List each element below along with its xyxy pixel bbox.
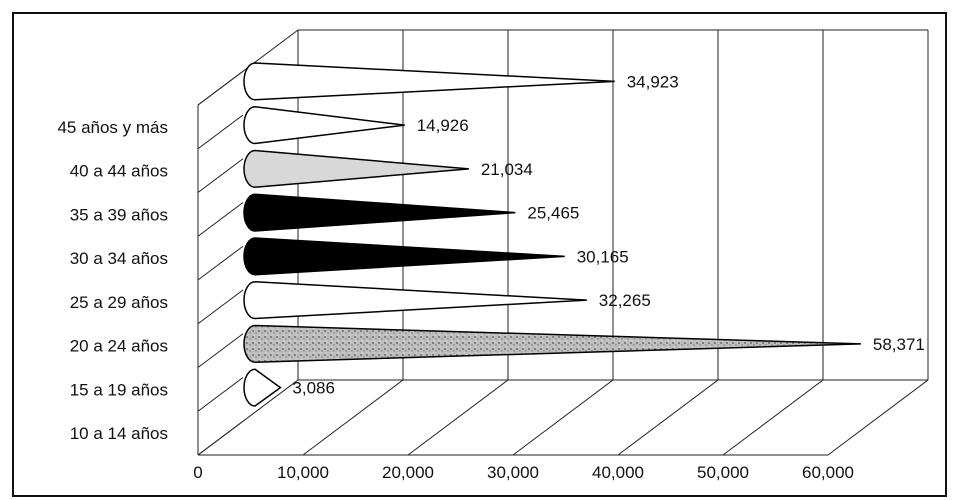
bar-10-a-14-anos — [243, 368, 282, 407]
labels: 0 10,000 20,000 30,000 40,000 50,000 60,000 10 … — [57, 72, 924, 482]
depth-gridline — [617, 379, 719, 456]
bars — [243, 62, 861, 407]
side-diagonal — [197, 245, 244, 281]
data-label-25-a-29-anos: 30,165 — [577, 247, 629, 266]
x-tick-label: 50,000 — [697, 463, 749, 482]
depth-gridline — [722, 379, 824, 456]
category-label-35-a-39-anos: 35 a 39 años — [70, 205, 168, 224]
category-label-15-a-19-anos: 15 a 19 años — [70, 380, 168, 399]
bar-20-a-24-anos — [243, 280, 587, 320]
bar-25-a-29-anos — [243, 237, 565, 276]
bar-15-a-19-anos — [243, 324, 861, 364]
x-tick-label: 20,000 — [382, 463, 434, 482]
grid — [197, 29, 929, 456]
x-tick-label: 10,000 — [277, 463, 329, 482]
x-tick-label: 40,000 — [592, 463, 644, 482]
data-label-40-a-44-anos: 14,926 — [417, 116, 469, 135]
x-tick-label: 60,000 — [802, 463, 854, 482]
data-label-15-a-19-anos: 58,371 — [873, 335, 925, 354]
category-label-45-anos-y-mas: 45 años y más — [57, 118, 168, 137]
side-diagonal — [197, 70, 244, 106]
bar-35-a-39-anos — [243, 149, 469, 189]
data-label-10-a-14-anos: 3,086 — [292, 379, 335, 398]
side-diagonal — [197, 289, 244, 325]
x-tick-label: 0 — [193, 463, 202, 482]
category-label-40-a-44-anos: 40 a 44 años — [70, 162, 168, 181]
side-diagonal — [197, 333, 244, 368]
bar-45-anos-y-mas — [243, 62, 615, 101]
data-label-20-a-24-anos: 32,265 — [599, 291, 651, 310]
side-diagonal — [197, 420, 244, 456]
side-diagonal — [197, 114, 244, 150]
category-label-30-a-34-anos: 30 a 34 años — [70, 249, 168, 268]
side-diagonal — [197, 377, 244, 412]
x-tick-label: 30,000 — [487, 463, 539, 482]
bar-30-a-34-anos — [243, 193, 516, 232]
side-diagonal — [197, 158, 244, 193]
bar-40-a-44-anos — [243, 105, 405, 145]
side-diagonal — [197, 202, 244, 237]
category-label-20-a-24-anos: 20 a 24 años — [70, 337, 168, 356]
data-label-30-a-34-anos: 25,465 — [527, 204, 579, 223]
depth-gridline — [407, 379, 509, 456]
category-label-10-a-14-anos: 10 a 14 años — [70, 424, 168, 443]
data-label-45-anos-y-mas: 34,923 — [627, 72, 679, 91]
depth-gridline — [302, 379, 404, 456]
depth-gridline — [827, 379, 929, 456]
data-label-35-a-39-anos: 21,034 — [481, 160, 533, 179]
depth-gridline — [512, 379, 614, 456]
category-label-25-a-29-anos: 25 a 29 años — [70, 293, 168, 312]
